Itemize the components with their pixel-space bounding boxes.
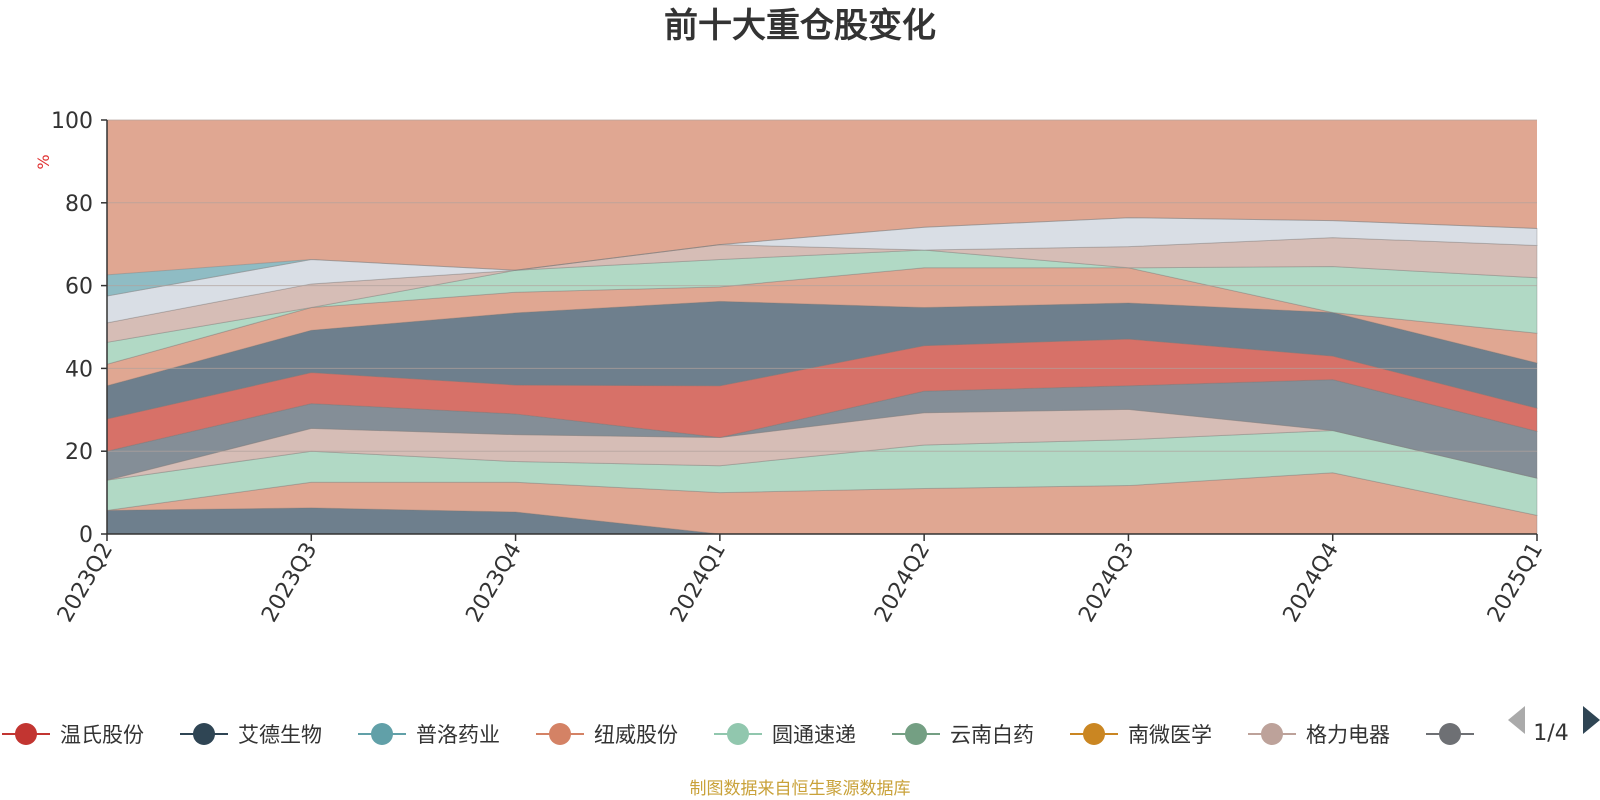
x-tick-label: 2024Q1 (666, 539, 731, 627)
chart-title: 前十大重仓股变化 (664, 6, 936, 46)
legend-item[interactable]: 圆通速递 (714, 723, 856, 747)
area-band (106, 237, 1538, 343)
legend-marker-icon (549, 723, 571, 745)
pager-prev-icon[interactable] (1508, 706, 1525, 734)
area-band (106, 429, 1538, 516)
legend-item[interactable]: 艾德生物 (180, 723, 322, 747)
legend-item[interactable]: 格力电器 (1248, 723, 1390, 747)
legend-marker-icon (15, 723, 37, 745)
legend-label: 云南白药 (950, 723, 1034, 747)
area-band (106, 379, 1538, 481)
legend-label: 纽威股份 (594, 723, 678, 747)
x-tick-label: 2024Q3 (1074, 539, 1139, 627)
x-tick-label: 2024Q2 (870, 539, 935, 627)
legend-marker-icon (1261, 723, 1283, 745)
legend-item[interactable]: 云南白药 (892, 723, 1034, 747)
area-band (106, 217, 1538, 324)
legend-item[interactable]: 南微医学 (1070, 723, 1212, 747)
x-tick-label: 2023Q4 (461, 539, 526, 627)
legend-label: 普洛药业 (416, 723, 500, 747)
legend: 温氏股份 艾德生物 普洛药业 纽威股份 圆通速递 云南白药 南微医学 格力电器 衍 (2, 723, 1505, 747)
y-tick-label: 60 (65, 275, 93, 300)
pager-next-icon[interactable] (1583, 706, 1600, 734)
legend-label: 温氏股份 (60, 723, 144, 747)
y-tick-label: 100 (51, 109, 93, 134)
y-axis-unit: % (34, 154, 53, 169)
legend-marker-icon (1083, 723, 1105, 745)
legend-item[interactable]: 普洛药业 (358, 723, 500, 747)
y-tick-label: 40 (65, 357, 93, 382)
legend-marker-icon (727, 723, 749, 745)
pager-text: 1/4 (1533, 721, 1568, 746)
plot-area: 0 20 40 60 80 100 2023Q2 2023Q3 2023Q4 2024Q1 2024… (51, 109, 1548, 627)
data-source-note: 制图数据来自恒生聚源数据库 (690, 779, 911, 799)
y-tick-label: 20 (65, 440, 93, 465)
x-tick-label: 2023Q2 (53, 539, 118, 627)
area-band (106, 338, 1538, 452)
legend-label: 衍 (1484, 723, 1505, 747)
y-tick-label: 0 (79, 523, 93, 548)
legend-marker-icon (905, 723, 927, 745)
legend-marker-icon (371, 723, 393, 745)
y-tick-label: 80 (65, 192, 93, 217)
legend-item[interactable]: 纽威股份 (536, 723, 678, 747)
x-tick-label: 2023Q3 (257, 539, 322, 627)
legend-item[interactable]: 温氏股份 (2, 723, 144, 747)
legend-label: 艾德生物 (238, 723, 322, 747)
legend-pager: 1/4 (1508, 706, 1600, 746)
legend-marker-icon (193, 723, 215, 745)
legend-label: 圆通速递 (772, 723, 856, 747)
legend-item[interactable]: 衍 (1426, 723, 1505, 747)
legend-label: 南微医学 (1128, 723, 1212, 747)
x-tick-label: 2025Q1 (1483, 539, 1548, 627)
legend-marker-icon (1439, 723, 1461, 745)
area-band (106, 217, 1538, 297)
legend-label: 格力电器 (1306, 723, 1390, 747)
x-tick-label: 2024Q4 (1279, 539, 1344, 627)
